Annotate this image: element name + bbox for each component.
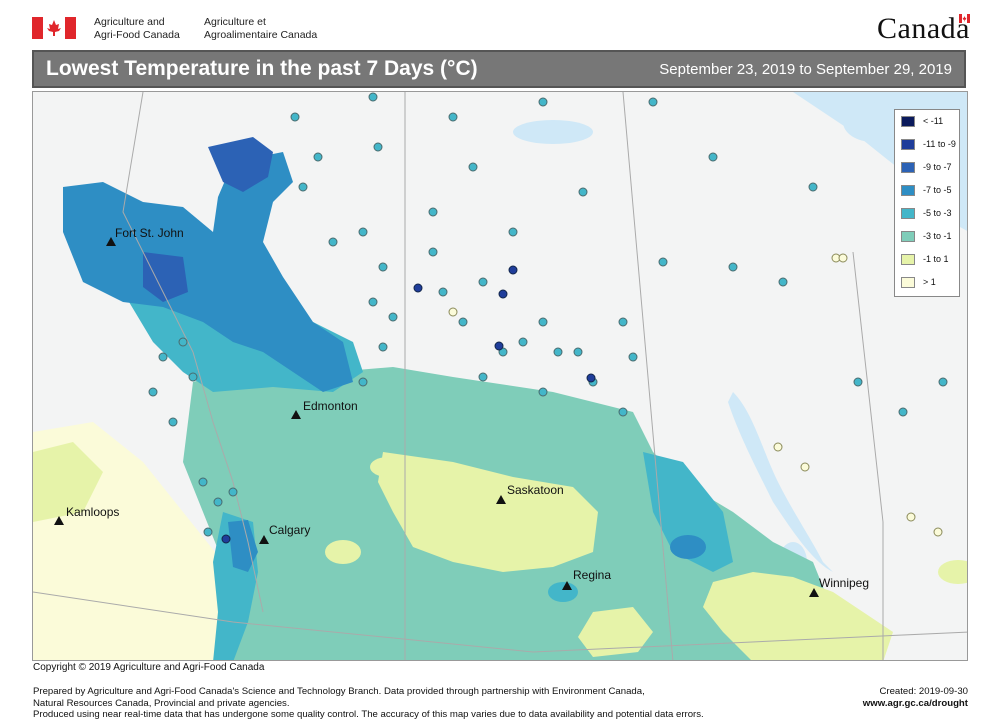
department-name-french: Agriculture et Agroalimentaire Canada — [204, 16, 317, 42]
saskatoon-marker — [496, 495, 506, 504]
legend-label: -7 to -5 — [923, 185, 952, 195]
legend-label: -3 to -1 — [923, 231, 952, 241]
region-nw-cold — [63, 152, 353, 392]
legend-label: -1 to 1 — [923, 254, 949, 264]
copyright-text: Copyright © 2019 Agriculture and Agri-Fo… — [33, 662, 265, 673]
footer-line1: Prepared by Agriculture and Agri-Food Ca… — [33, 686, 645, 697]
station-dots-mild — [448, 253, 943, 537]
mb-on-border — [852, 251, 884, 660]
region-warm-bc-east — [33, 442, 103, 522]
sk-mb-border — [622, 92, 674, 660]
us-border — [33, 591, 967, 653]
calgary-marker — [259, 535, 269, 544]
map-title-bar: Lowest Temperature in the past 7 Days (°… — [32, 50, 966, 88]
legend-label: < -11 — [923, 116, 944, 126]
regina-marker — [562, 581, 572, 590]
canada-wordmark: Canada — [877, 12, 970, 45]
created-date: Created: 2019-09-30 — [879, 686, 968, 697]
region-mb-cool — [643, 452, 733, 572]
winnipeg-marker — [809, 588, 819, 597]
legend-swatch — [901, 231, 915, 242]
map-frame: Fort St. John Edmonton Saskatoon Kamloop… — [32, 91, 968, 661]
region-calgary-cold — [228, 520, 258, 572]
kamloops-marker — [54, 516, 64, 525]
legend-swatch — [901, 277, 915, 288]
legend-swatch — [901, 185, 915, 196]
fort-st-john-marker — [106, 237, 116, 246]
website-url: www.agr.gc.ca/drought — [862, 697, 968, 709]
saskatoon-label: Saskatoon — [507, 483, 564, 497]
bc-ab-border — [122, 92, 264, 613]
legend-swatch — [901, 139, 915, 150]
footer-created: Created: 2019-09-30 www.agr.gc.ca/drough… — [863, 686, 968, 709]
lake — [843, 102, 903, 142]
legend-label: -11 to -9 — [923, 139, 956, 149]
lake-athabasca-like — [513, 120, 593, 144]
winnipeg-label: Winnipeg — [819, 576, 870, 590]
legend-swatch — [901, 162, 915, 173]
legend-label: > 1 — [923, 277, 936, 287]
map-legend: < -11 -11 to -9 -9 to -7 -7 to -5 -5 to … — [894, 109, 960, 297]
region-south-mild — [578, 607, 653, 657]
mild-patch — [938, 560, 967, 584]
legend-swatch — [901, 254, 915, 265]
temperature-map — [33, 92, 967, 660]
region-nw-colder — [208, 137, 273, 192]
mild-patch — [325, 540, 361, 564]
dept-fr-line1: Agriculture et — [204, 16, 266, 28]
footer-credits: Prepared by Agriculture and Agri-Food Ca… — [33, 686, 704, 721]
dept-en-line1: Agriculture and — [94, 16, 165, 28]
station-dots — [148, 92, 948, 537]
region-saskatoon-mild — [378, 452, 598, 572]
cool-patch — [670, 535, 706, 559]
lake-winnipeg — [728, 392, 833, 572]
map-title: Lowest Temperature in the past 7 Days (°… — [46, 57, 478, 80]
dept-en-line2: Agri-Food Canada — [94, 29, 180, 41]
legend-label: -5 to -3 — [923, 208, 952, 218]
kamloops-label: Kamloops — [66, 505, 120, 519]
department-name-english: Agriculture and Agri-Food Canada — [94, 16, 180, 42]
region-fsj-colder — [143, 252, 188, 302]
mild-patch — [370, 457, 406, 477]
calgary-label: Calgary — [269, 523, 311, 537]
wordmark-flag-icon — [959, 14, 970, 23]
date-range: September 23, 2019 to September 29, 2019 — [659, 61, 952, 78]
footer-line3: Produced using near real-time data that … — [33, 709, 704, 720]
legend-swatch — [901, 116, 915, 127]
regina-label: Regina — [573, 568, 612, 582]
legend-swatch — [901, 208, 915, 219]
edmonton-marker — [291, 410, 301, 419]
dept-fr-line2: Agroalimentaire Canada — [204, 29, 318, 41]
canada-flag-icon — [32, 17, 76, 39]
fort-st-john-label: Fort St. John — [115, 226, 184, 240]
footer-line2: Natural Resources Canada, Provincial and… — [33, 697, 290, 709]
station-dots-cold — [221, 265, 596, 544]
legend-label: -9 to -7 — [923, 162, 952, 172]
edmonton-label: Edmonton — [303, 399, 358, 413]
page-header: Agriculture and Agri-Food Canada Agricul… — [0, 0, 1000, 48]
